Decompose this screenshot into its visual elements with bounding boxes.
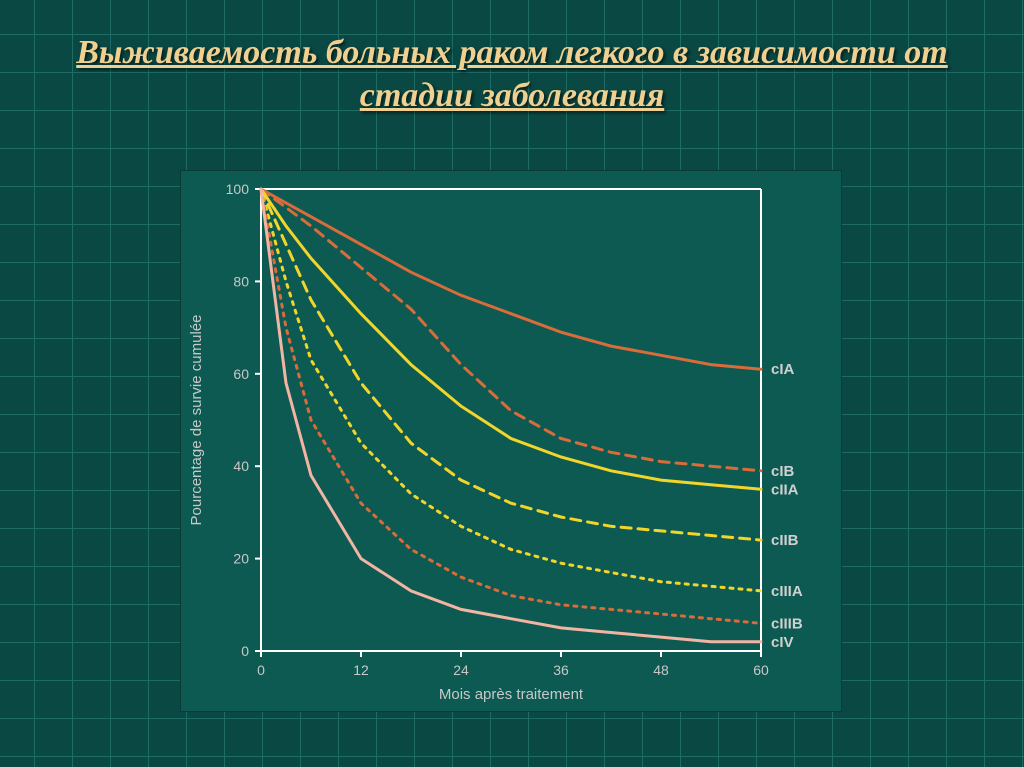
- svg-text:0: 0: [257, 662, 265, 678]
- series-label-cIIB: cIIB: [771, 532, 799, 549]
- series-label-cIIIA: cIIIA: [771, 583, 803, 600]
- svg-text:0: 0: [241, 643, 249, 659]
- series-label-cIV: cIV: [771, 634, 794, 651]
- series-cIV: [261, 189, 761, 642]
- series-cIIIA: [261, 189, 761, 591]
- slide-title: Выживаемость больных раком легкого в зав…: [60, 32, 964, 117]
- svg-text:60: 60: [753, 662, 769, 678]
- svg-text:48: 48: [653, 662, 669, 678]
- svg-text:12: 12: [353, 662, 369, 678]
- svg-text:24: 24: [453, 662, 469, 678]
- svg-text:Pourcentage de survie cumulée: Pourcentage de survie cumulée: [188, 315, 205, 526]
- svg-text:100: 100: [226, 181, 250, 197]
- series-label-cIIA: cIIA: [771, 481, 799, 498]
- chart-svg: 0 20 40 60 80 100 0 12 24 36 48 60 Mois après traite…: [181, 171, 841, 711]
- svg-text:80: 80: [233, 273, 249, 289]
- slide: Выживаемость больных раком легкого в зав…: [0, 0, 1024, 767]
- series-cIIA: [261, 189, 761, 489]
- svg-text:40: 40: [233, 458, 249, 474]
- svg-text:20: 20: [233, 551, 249, 567]
- series-cIIB: [261, 189, 761, 540]
- series-label-cIB: cIB: [771, 463, 795, 480]
- series-cIIIB: [261, 189, 761, 623]
- svg-text:36: 36: [553, 662, 569, 678]
- svg-text:Mois après traitement: Mois après traitement: [439, 686, 584, 703]
- survival-chart: 0 20 40 60 80 100 0 12 24 36 48 60 Mois après traite…: [180, 170, 842, 712]
- series-label-cIA: cIA: [771, 361, 795, 378]
- svg-text:60: 60: [233, 366, 249, 382]
- series-label-cIIIB: cIIIB: [771, 615, 803, 632]
